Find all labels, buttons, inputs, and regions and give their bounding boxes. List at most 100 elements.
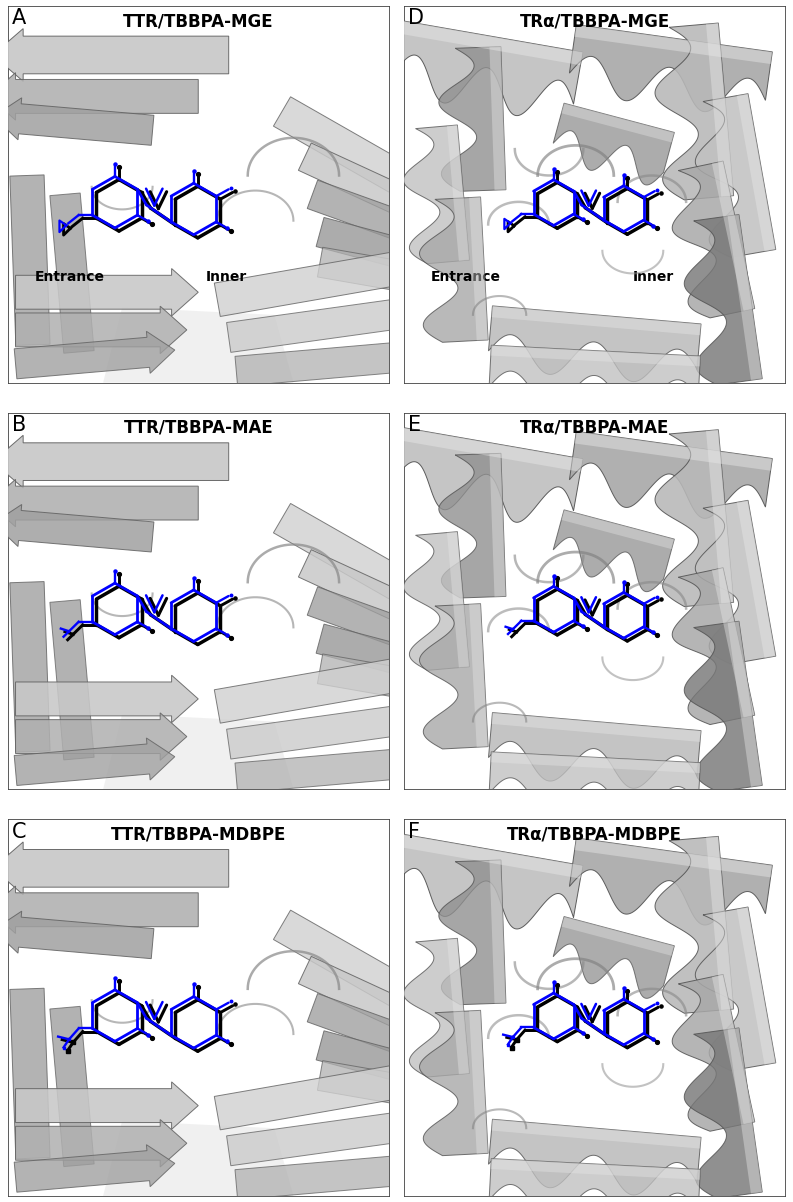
Polygon shape [695,908,776,1071]
Polygon shape [316,1031,405,1082]
Polygon shape [0,97,154,145]
Polygon shape [712,567,755,718]
Polygon shape [393,20,583,115]
Polygon shape [404,531,469,671]
Polygon shape [561,510,674,549]
Polygon shape [214,657,408,724]
Polygon shape [554,103,674,185]
Polygon shape [316,624,405,674]
Text: C: C [12,822,26,841]
Polygon shape [672,161,755,317]
Polygon shape [50,600,94,760]
Polygon shape [307,587,407,648]
Polygon shape [16,1082,198,1130]
Polygon shape [227,704,412,758]
Polygon shape [419,1011,488,1155]
Polygon shape [235,341,408,386]
Polygon shape [737,500,776,659]
Polygon shape [307,180,407,240]
Polygon shape [655,429,734,607]
Polygon shape [0,505,154,552]
Polygon shape [491,1159,700,1180]
Polygon shape [393,834,583,929]
Polygon shape [0,29,228,82]
Polygon shape [274,97,406,192]
Polygon shape [400,428,583,472]
Polygon shape [492,713,701,742]
Polygon shape [569,432,772,518]
Text: Entrance: Entrance [431,270,501,284]
Polygon shape [469,603,488,748]
Polygon shape [491,345,700,367]
Polygon shape [317,248,405,291]
Polygon shape [488,713,701,789]
Text: TRα/TBBPA-MDBPE: TRα/TBBPA-MDBPE [508,826,682,844]
Polygon shape [14,1144,174,1192]
Polygon shape [404,939,469,1077]
Polygon shape [439,453,506,597]
Polygon shape [16,307,187,353]
Polygon shape [103,1120,293,1196]
Polygon shape [298,549,415,625]
Polygon shape [400,20,583,65]
Polygon shape [307,994,407,1054]
Polygon shape [737,908,776,1065]
Polygon shape [492,305,701,335]
Polygon shape [655,23,734,200]
Polygon shape [0,886,198,934]
Polygon shape [706,429,734,603]
Polygon shape [489,1159,700,1202]
Polygon shape [10,988,50,1159]
Polygon shape [447,531,469,667]
Polygon shape [0,841,228,894]
Polygon shape [404,125,469,263]
Polygon shape [569,838,772,926]
Text: TRα/TBBPA-MAE: TRα/TBBPA-MAE [520,418,669,436]
Text: B: B [12,415,26,435]
Polygon shape [695,500,776,664]
Polygon shape [706,23,734,197]
Polygon shape [489,47,506,190]
Polygon shape [16,676,198,722]
Text: D: D [408,8,424,29]
Text: TTR/TBBPA-MAE: TTR/TBBPA-MAE [124,418,273,436]
Polygon shape [684,215,762,385]
Polygon shape [50,194,94,353]
Polygon shape [227,297,412,352]
Polygon shape [10,175,50,345]
Polygon shape [489,453,506,597]
Polygon shape [439,47,506,191]
Polygon shape [235,1155,408,1200]
Text: F: F [408,822,420,841]
Polygon shape [103,308,293,382]
Polygon shape [489,345,700,411]
Polygon shape [16,268,198,316]
Polygon shape [447,125,469,261]
Polygon shape [103,714,293,790]
Polygon shape [227,1111,412,1166]
Polygon shape [274,910,406,1005]
Polygon shape [575,838,772,877]
Polygon shape [14,332,174,379]
Text: Inner: Inner [206,270,247,284]
Polygon shape [16,713,187,761]
Polygon shape [561,103,674,143]
Polygon shape [554,917,674,999]
Polygon shape [0,480,198,526]
Polygon shape [469,197,488,340]
Polygon shape [706,837,734,1010]
Polygon shape [298,143,415,218]
Polygon shape [655,837,734,1013]
Polygon shape [235,748,408,793]
Polygon shape [274,504,406,599]
Polygon shape [419,603,488,749]
Text: TTR/TBBPA-MGE: TTR/TBBPA-MGE [123,12,274,30]
Polygon shape [491,752,700,773]
Polygon shape [317,1060,405,1105]
Polygon shape [561,917,674,956]
Polygon shape [489,861,506,1004]
Polygon shape [14,738,174,785]
Polygon shape [0,911,154,959]
Polygon shape [554,510,674,591]
Polygon shape [672,567,755,725]
